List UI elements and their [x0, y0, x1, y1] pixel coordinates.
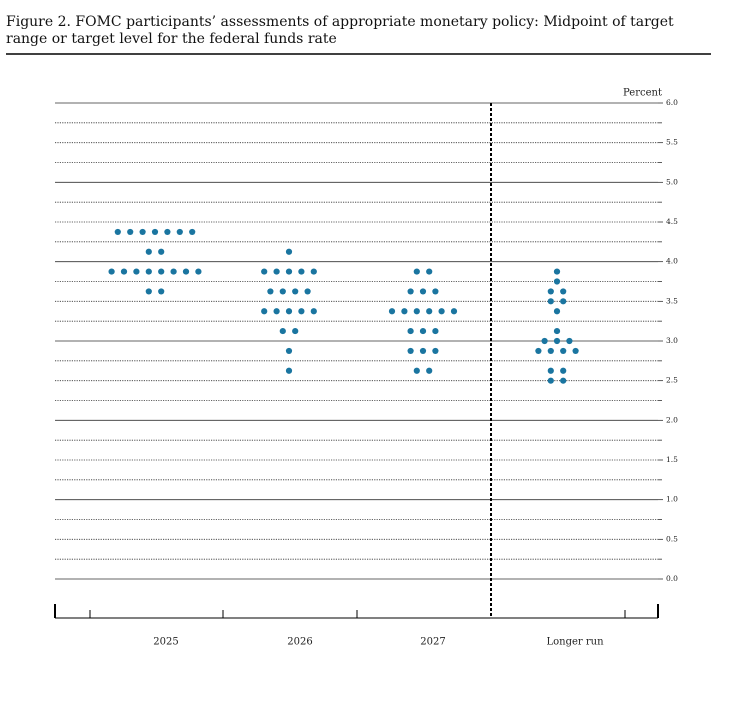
dot [407, 347, 414, 355]
dot [432, 327, 439, 335]
y-tick-label: 5.0 [666, 177, 678, 186]
dot [553, 308, 561, 315]
dot [298, 308, 305, 315]
dot [158, 248, 165, 255]
dot [145, 268, 152, 275]
dot [285, 268, 293, 275]
dot [407, 288, 414, 295]
dot [547, 367, 554, 374]
dot [426, 308, 433, 315]
dot [560, 367, 567, 374]
dot [145, 248, 152, 255]
y-tick-label: 2.0 [666, 415, 678, 424]
dot [413, 268, 420, 275]
dot [164, 228, 171, 236]
dot [388, 308, 396, 315]
dot [426, 367, 433, 374]
y-tick-label: 1.0 [666, 495, 678, 504]
y-tick-label: 3.5 [666, 296, 678, 305]
x-tick-label: 2025 [153, 637, 178, 648]
dot [541, 337, 548, 345]
dot [553, 268, 561, 275]
dot [407, 327, 414, 335]
y-tick-label: 5.5 [666, 138, 678, 147]
dot [151, 228, 159, 236]
dot [285, 347, 293, 355]
dot [419, 327, 427, 335]
dot [279, 288, 286, 295]
dot [304, 288, 311, 295]
x-tick-label: 2027 [420, 637, 445, 648]
dot [419, 288, 427, 295]
dot [108, 268, 115, 275]
dot [114, 228, 121, 236]
dot [292, 327, 299, 335]
dot [310, 308, 317, 315]
dot [285, 367, 293, 374]
dot [285, 248, 293, 255]
dot [432, 288, 439, 295]
dot [285, 308, 293, 315]
dot [450, 308, 458, 315]
y-tick-label: 0.5 [666, 534, 678, 543]
dot [547, 288, 554, 295]
dot [261, 308, 268, 315]
x-tick-label: 2026 [287, 637, 312, 648]
dot [170, 268, 177, 275]
dot [572, 347, 579, 355]
dot [273, 308, 280, 315]
dot [560, 288, 567, 295]
dot [292, 288, 299, 295]
dot [438, 308, 445, 315]
dot [158, 268, 165, 275]
dot [401, 308, 408, 315]
y-tick-label: 3.0 [666, 336, 678, 345]
dot [261, 268, 268, 275]
dot [426, 268, 433, 275]
dot [176, 228, 183, 236]
dot [195, 268, 202, 275]
dot [182, 268, 190, 275]
dot [145, 288, 152, 295]
dot [547, 347, 554, 355]
dot [189, 228, 196, 236]
y-tick-label: 6.0 [666, 98, 678, 107]
dot [273, 268, 280, 275]
dot [127, 228, 134, 236]
dot [432, 347, 439, 355]
x-tick-label: Longer run [546, 637, 604, 648]
y-tick-label: 2.5 [666, 376, 678, 385]
dot [413, 367, 420, 374]
dot [279, 327, 286, 335]
dot [120, 268, 128, 275]
dot [566, 337, 573, 345]
dot [298, 268, 305, 275]
y-tick-label: 1.5 [666, 455, 678, 464]
dot [560, 298, 567, 305]
dot [139, 228, 146, 236]
chart-title: Figure 2. FOMC participants’ assessments… [6, 14, 674, 47]
dot [553, 327, 561, 335]
dot [547, 298, 554, 305]
dot [133, 268, 140, 275]
dot [413, 308, 420, 315]
dot [158, 288, 165, 295]
dot [419, 347, 427, 355]
y-tick-label: 4.0 [666, 257, 678, 266]
y-tick-label: 0.0 [666, 574, 678, 583]
dot [560, 347, 567, 355]
dot [553, 337, 561, 345]
dot [560, 377, 567, 384]
dot [547, 377, 554, 384]
dot [553, 278, 561, 285]
y-axis-label: Percent [623, 88, 662, 99]
dot [267, 288, 274, 295]
y-tick-label: 4.5 [666, 217, 678, 226]
dot [310, 268, 317, 275]
dot [535, 347, 542, 355]
